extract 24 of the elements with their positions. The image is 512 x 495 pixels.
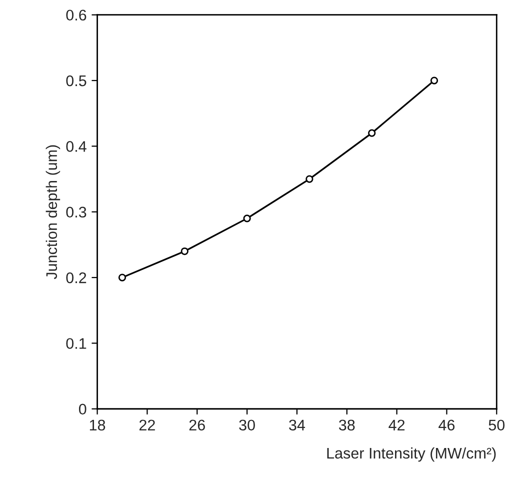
x-tick-label: 30 [239,420,255,431]
x-tick-label: 26 [189,420,205,431]
y-tick-label: 0.4 [66,141,86,152]
x-tick-label: 34 [289,420,306,431]
x-tick-label: 42 [388,420,405,430]
x-tick-label: 38 [338,420,355,431]
y-axis-title: Junction depth (um) [46,145,60,280]
point [306,175,314,183]
y-tick-label: 0 [78,404,86,415]
x-tick-label: 22 [139,420,155,430]
y-tick-label: 0.1 [66,338,86,349]
y-tick-label: 0.5 [66,75,86,86]
y-tick-label: 0.6 [66,10,86,21]
y-tick-label: 0.2 [66,272,86,284]
point [368,129,376,137]
x-axis-title: Laser Intensity (MW/cm²) [327,447,496,462]
x-tick-label: 18 [90,420,106,431]
point [430,76,438,84]
x-tick-label: 46 [438,420,455,431]
point [180,247,188,256]
point [243,214,251,222]
point [118,274,126,282]
x-tick-label: 50 [488,420,505,431]
y-tick-label: 0.3 [66,206,86,218]
